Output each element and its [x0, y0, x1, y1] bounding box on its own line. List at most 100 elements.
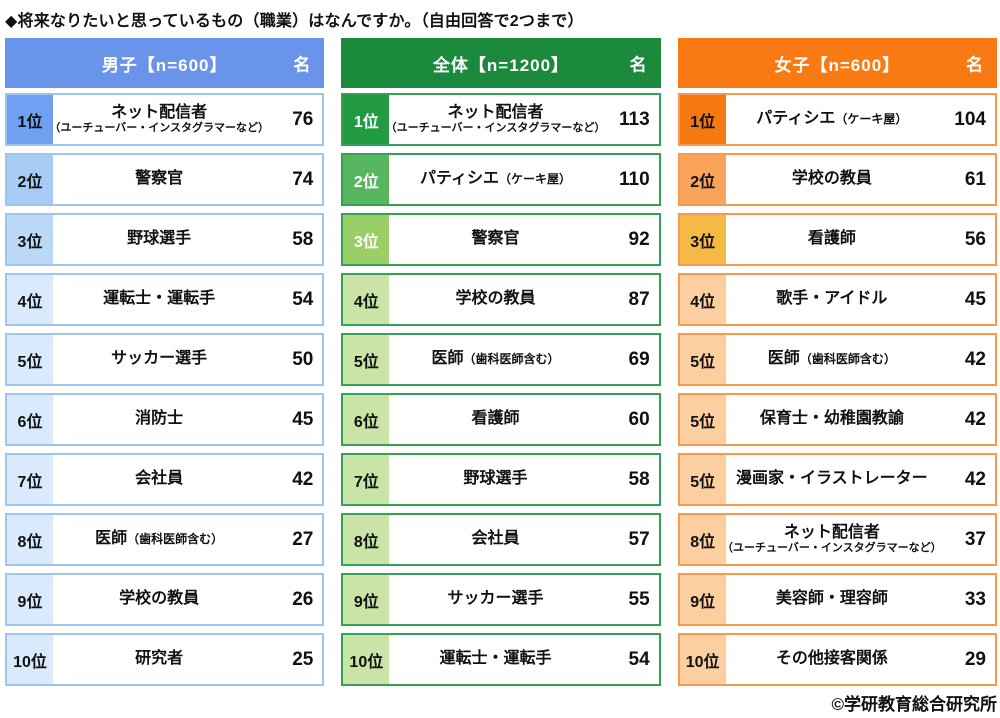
job-name: 会社員 [135, 470, 184, 488]
rank-cell: 2位 [343, 155, 390, 204]
column-header-label: 全体【n=1200】 [432, 55, 570, 75]
job-name: サッカー選手 [111, 350, 208, 368]
count-value: 42 [292, 468, 314, 490]
job-name: 医師 [767, 350, 800, 368]
job-name-cell: 医師 （歯科医師含む） [389, 335, 601, 384]
ranking-row: 1位 ネット配信者 （ユーチューバー・インスタグラマーなど） 76 [5, 93, 325, 146]
job-name: その他接客関係 [775, 650, 888, 668]
rank-cell: 10位 [343, 635, 390, 684]
rank-cell: 8位 [679, 515, 726, 564]
job-name: サッカー選手 [447, 590, 544, 608]
job-name-cell: 運転士・運転手 [53, 275, 265, 324]
ranking-rows: 1位 ネット配信者 （ユーチューバー・インスタグラマーなど） 76 2位 警察官… [5, 93, 325, 686]
ranking-row: 6位 看護師 60 [341, 393, 661, 446]
job-name: 看護師 [471, 410, 520, 428]
job-name: ネット配信者 [447, 103, 544, 121]
job-name-cell: 運転士・運転手 [389, 635, 601, 684]
rank-cell: 9位 [7, 575, 53, 624]
ranking-row: 4位 運転士・運転手 54 [5, 273, 325, 326]
ranking-row: 6位 消防士 45 [5, 393, 325, 446]
count-value: 37 [964, 528, 986, 550]
job-name: 警察官 [471, 230, 520, 248]
column-header-label: 男子【n=600】 [101, 55, 228, 75]
ranking-row: 3位 警察官 92 [341, 213, 661, 266]
count-value: 25 [292, 648, 314, 670]
column-unit-label: 名 [965, 55, 984, 75]
ranking-row: 8位 会社員 57 [341, 513, 661, 566]
count-value: 74 [292, 168, 314, 190]
job-name-cell: 医師 （歯科医師含む） [726, 335, 938, 384]
job-name: 医師 [95, 530, 128, 548]
count-value: 69 [628, 348, 650, 370]
count-value: 110 [619, 168, 650, 190]
job-name-cell: 学校の教員 [726, 155, 938, 204]
rank-cell: 4位 [7, 275, 53, 324]
rank-cell: 10位 [679, 635, 726, 684]
rank-cell: 3位 [679, 215, 726, 264]
job-name-cell: 美容師・理容師 [726, 575, 938, 624]
job-name-cell: 医師 （歯科医師含む） [53, 515, 265, 564]
ranking-column: 女子【n=600】 名 1位 パティシエ （ケーキ屋） 104 2位 学校の教員… [677, 38, 997, 686]
ranking-row: 5位 医師 （歯科医師含む） 69 [341, 333, 661, 386]
job-name-cell: ネット配信者 （ユーチューバー・インスタグラマーなど） [722, 515, 942, 564]
count-value: 57 [628, 528, 650, 550]
rank-cell: 6位 [7, 395, 53, 444]
job-name-cell: 会社員 [389, 515, 601, 564]
rank-cell: 5位 [679, 335, 726, 384]
rank-cell: 8位 [7, 515, 53, 564]
job-name-cell: 会社員 [53, 455, 265, 504]
job-name-cell: パティシエ （ケーキ屋） [726, 95, 938, 144]
count-value: 87 [628, 288, 650, 310]
rank-cell: 9位 [679, 575, 726, 624]
count-value: 61 [964, 168, 986, 190]
rank-cell: 4位 [679, 275, 726, 324]
rank-cell: 6位 [343, 395, 390, 444]
count-value: 45 [964, 288, 986, 310]
job-name: 看護師 [807, 230, 856, 248]
rank-cell: 1位 [7, 95, 53, 144]
rank-cell: 1位 [343, 95, 390, 144]
rank-cell: 9位 [343, 575, 390, 624]
job-name-cell: 野球選手 [389, 455, 601, 504]
rank-cell: 2位 [7, 155, 53, 204]
count-value: 104 [954, 108, 986, 130]
job-name: 漫画家・イラストレーター [735, 470, 928, 488]
rank-cell: 7位 [343, 455, 390, 504]
job-name: パティシエ [756, 110, 836, 128]
rank-cell: 3位 [7, 215, 53, 264]
count-value: 92 [628, 228, 650, 250]
job-name: 医師 [431, 350, 464, 368]
ranking-row: 5位 医師 （歯科医師含む） 42 [677, 333, 997, 386]
ranking-row: 3位 看護師 56 [677, 213, 997, 266]
column-unit-label: 名 [629, 55, 648, 75]
job-name: 保育士・幼稚園教諭 [759, 410, 904, 428]
ranking-column: 男子【n=600】 名 1位 ネット配信者 （ユーチューバー・インスタグラマーな… [5, 38, 325, 686]
ranking-columns: 男子【n=600】 名 1位 ネット配信者 （ユーチューバー・インスタグラマーな… [5, 38, 997, 686]
rank-cell: 4位 [343, 275, 390, 324]
ranking-row: 10位 運転士・運転手 54 [341, 633, 661, 686]
ranking-row: 4位 歌手・アイドル 45 [677, 273, 997, 326]
job-name: 運転士・運転手 [439, 650, 552, 668]
job-name: 研究者 [135, 650, 184, 668]
ranking-row: 1位 パティシエ （ケーキ屋） 104 [677, 93, 997, 146]
count-value: 42 [964, 348, 986, 370]
job-name-note: （ユーチューバー・インスタグラマーなど） [721, 542, 942, 555]
ranking-column: 全体【n=1200】 名 1位 ネット配信者 （ユーチューバー・インスタグラマー… [341, 38, 661, 686]
job-name: 運転士・運転手 [103, 290, 216, 308]
job-name-cell: 警察官 [53, 155, 265, 204]
rank-cell: 7位 [7, 455, 53, 504]
job-name-cell: サッカー選手 [53, 335, 265, 384]
rank-cell: 5位 [343, 335, 390, 384]
ranking-row: 1位 ネット配信者 （ユーチューバー・インスタグラマーなど） 113 [341, 93, 661, 146]
job-name-note: （ユーチューバー・インスタグラマーなど） [49, 122, 269, 135]
column-header-label: 女子【n=600】 [774, 55, 901, 75]
count-value: 42 [964, 408, 986, 430]
job-name-cell: 学校の教員 [53, 575, 265, 624]
job-name: ネット配信者 [783, 523, 880, 541]
count-value: 42 [964, 468, 986, 490]
rank-cell: 5位 [679, 455, 726, 504]
count-value: 29 [964, 648, 986, 670]
job-name: パティシエ [419, 170, 499, 188]
job-name-note: （歯科医師含む） [463, 351, 560, 366]
job-name-cell: 研究者 [53, 635, 265, 684]
